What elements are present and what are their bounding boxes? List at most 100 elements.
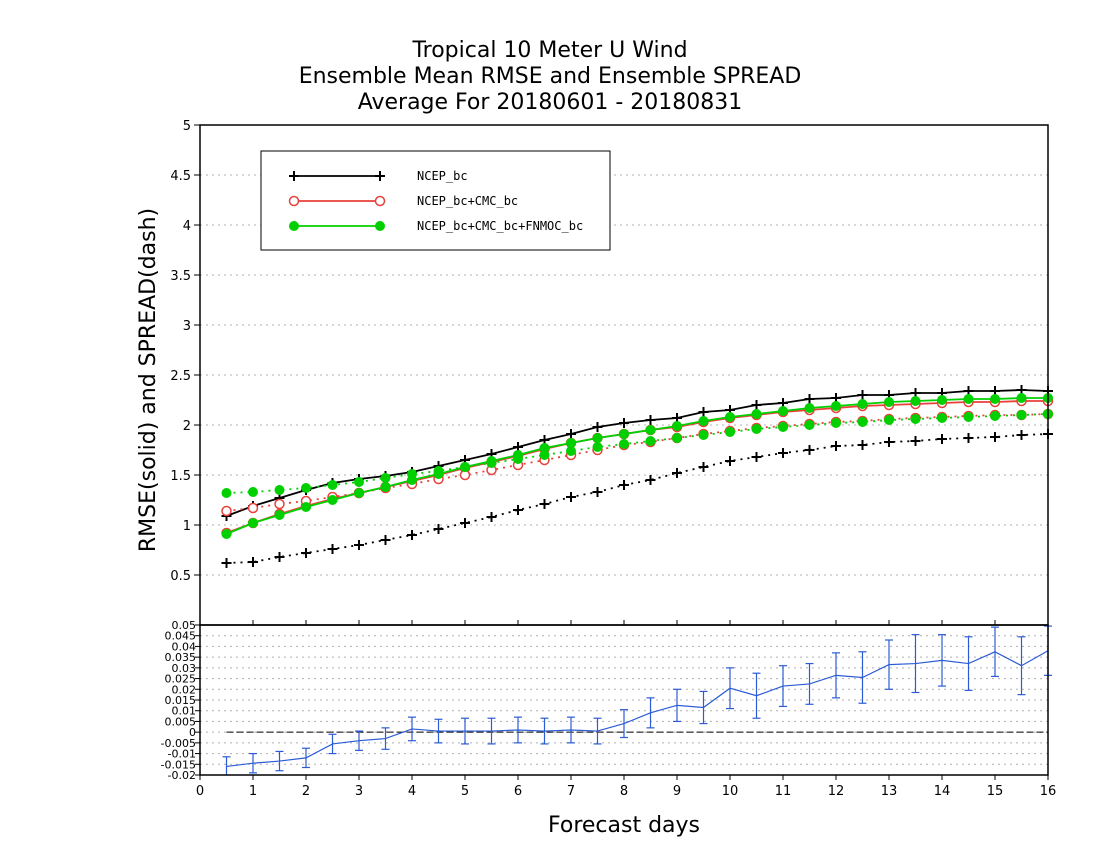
data-point-dot	[301, 502, 311, 512]
bottom-panel-y-ticks: -0.02-0.015-0.01-0.00500.0050.010.0150.0…	[161, 619, 200, 782]
data-point-dot	[289, 221, 299, 231]
error-bar	[408, 716, 416, 742]
y-tick-label: 0.02	[172, 683, 197, 696]
data-point-plus	[937, 434, 947, 444]
error-bar	[885, 639, 893, 690]
y-tick-label: 0.045	[165, 630, 197, 643]
error-bar	[779, 665, 787, 708]
y-tick-label: 3	[183, 319, 191, 334]
data-point-plus	[327, 544, 338, 554]
error-bar	[514, 716, 522, 744]
error-bar	[832, 652, 840, 699]
data-point-plus	[433, 524, 444, 534]
error-bar	[461, 717, 469, 745]
x-tick-label: 10	[722, 784, 739, 799]
x-tick-label: 5	[461, 784, 469, 799]
data-point-dot	[327, 495, 338, 505]
data-point-dot	[513, 454, 523, 464]
data-point-plus	[910, 436, 921, 446]
data-point-dot	[380, 473, 391, 483]
data-point-dot	[645, 436, 656, 446]
legend-entry: NCEP_bc+CMC_bc+FNMOC_bc	[289, 219, 583, 233]
error-bar	[593, 717, 602, 745]
data-point-plus	[990, 432, 1000, 442]
y-tick-label: 0.04	[172, 640, 197, 653]
error-bar	[991, 626, 999, 678]
data-point-plus	[645, 415, 656, 425]
data-point-dot	[884, 397, 894, 407]
y-tick-label: 0	[189, 726, 196, 739]
data-point-dot	[804, 420, 815, 430]
data-point-plus	[375, 171, 385, 181]
data-point-plus	[884, 437, 894, 447]
data-point-dot	[751, 424, 762, 434]
data-point-dot	[778, 406, 788, 416]
data-point-dot	[990, 394, 1000, 404]
chart-title-line-2: Ensemble Mean RMSE and Ensemble SPREAD	[298, 64, 802, 89]
x-tick-label: 16	[1040, 784, 1057, 799]
data-point-plus	[248, 557, 258, 567]
y-tick-label: 1	[183, 519, 191, 534]
error-bar	[1017, 636, 1026, 696]
data-point-plus	[221, 558, 232, 568]
error-bar	[434, 718, 443, 744]
data-point-dot	[645, 425, 656, 435]
data-point-dot	[460, 462, 470, 472]
x-tick-label: 9	[673, 784, 681, 799]
data-point-circle	[374, 195, 386, 207]
data-point-plus	[566, 492, 576, 502]
y-tick-label: 1.5	[170, 469, 191, 484]
legend-entry: NCEP_bc	[289, 169, 468, 183]
legend-label: NCEP_bc+CMC_bc	[417, 194, 518, 208]
data-point-plus	[778, 448, 788, 458]
data-point-dot	[301, 483, 311, 493]
error-bar	[540, 717, 549, 745]
bottom-panel-series	[222, 625, 1052, 775]
error-bar	[381, 727, 390, 750]
data-point-plus	[698, 462, 709, 472]
data-point-dot	[990, 411, 1000, 421]
bottom-panel-grid	[200, 635, 1048, 765]
error-bar	[302, 747, 310, 769]
y-tick-label: 0.5	[170, 569, 191, 584]
y-axis-label: RMSE(solid) and SPREAD(dash)	[136, 208, 161, 552]
data-point-plus	[804, 394, 815, 404]
x-axis-ticks: 0 1 2 3 4 5 6 7 8 9 10 11 12 13 14 15 16	[196, 620, 1056, 799]
data-point-dot	[751, 409, 762, 419]
data-point-plus	[513, 505, 523, 515]
data-point-plus	[289, 171, 299, 181]
error-bar	[249, 752, 257, 774]
data-point-dot	[221, 488, 232, 498]
data-point-dot	[380, 482, 391, 492]
data-point-dot	[778, 422, 788, 432]
data-point-dot	[375, 221, 385, 231]
error-bar	[752, 672, 761, 719]
error-bar	[328, 733, 337, 755]
error-bar	[673, 688, 681, 723]
data-point-dot	[725, 427, 735, 437]
data-point-plus	[619, 418, 629, 428]
error-bar	[487, 717, 496, 745]
y-tick-label: 4.5	[170, 169, 191, 184]
x-tick-label: 0	[196, 784, 204, 799]
series-line	[226, 389, 1049, 517]
data-point-dot	[804, 403, 815, 413]
data-point-dot	[274, 485, 285, 495]
y-tick-label: 4	[183, 219, 191, 234]
error-bar	[938, 634, 946, 687]
data-point-plus	[831, 441, 841, 451]
data-point-plus	[354, 540, 364, 550]
data-point-plus	[963, 433, 974, 443]
x-tick-label: 2	[302, 784, 310, 799]
series-line	[226, 650, 1049, 768]
y-tick-label: -0.02	[168, 769, 196, 782]
y-tick-label: 2.5	[170, 369, 191, 384]
data-point-plus	[857, 390, 868, 400]
error-bar	[699, 690, 708, 725]
data-point-dot	[672, 421, 682, 431]
data-point-plus	[592, 487, 603, 497]
data-point-plus	[751, 400, 762, 410]
data-point-dot	[963, 394, 974, 404]
series-rmse-0	[221, 385, 1053, 521]
